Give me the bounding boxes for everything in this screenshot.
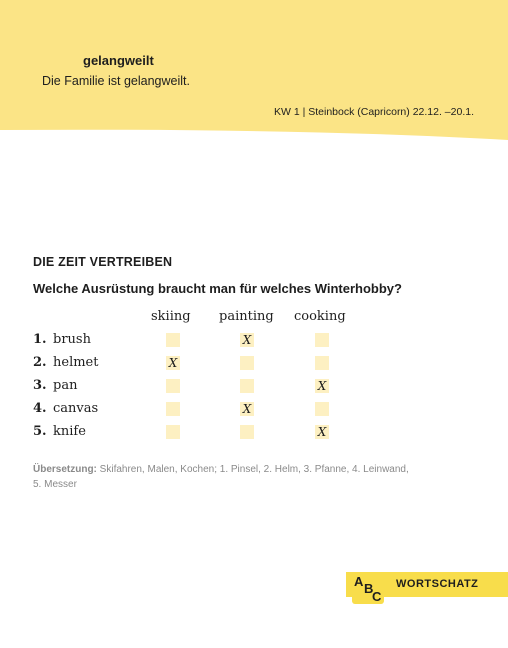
- vocabulary-word: gelangweilt: [83, 53, 154, 68]
- checkbox-painting[interactable]: [240, 356, 254, 370]
- checkbox-painting[interactable]: X: [240, 333, 254, 347]
- row-number: 1.: [33, 332, 47, 347]
- checkbox-painting[interactable]: X: [240, 402, 254, 416]
- week-info: KW 1 | Steinbock (Capricorn) 22.12. –20.…: [274, 106, 474, 118]
- checkbox-painting[interactable]: [240, 379, 254, 393]
- checkbox-skiing[interactable]: [166, 379, 180, 393]
- exercise-row: 5. knife X: [33, 424, 353, 444]
- checkbox-cooking[interactable]: [315, 356, 329, 370]
- svg-text:A: A: [354, 574, 364, 589]
- row-number: 2.: [33, 355, 47, 370]
- row-word: pan: [53, 378, 78, 393]
- exercise-question: Welche Ausrüstung braucht man für welche…: [33, 281, 402, 296]
- exercise-row: 3. pan X: [33, 378, 353, 398]
- checkbox-cooking[interactable]: X: [315, 425, 329, 439]
- row-number: 5.: [33, 424, 47, 439]
- svg-text:B: B: [364, 581, 373, 596]
- badge-label: WORTSCHATZ: [396, 578, 479, 590]
- checkbox-skiing[interactable]: [166, 402, 180, 416]
- exercise-row: 2. helmet X: [33, 355, 353, 375]
- column-header-cooking: cooking: [294, 309, 346, 324]
- checkbox-cooking[interactable]: X: [315, 379, 329, 393]
- row-word: brush: [53, 332, 91, 347]
- column-header-skiing: skiing: [151, 309, 191, 324]
- row-word: knife: [53, 424, 86, 439]
- checkbox-skiing[interactable]: X: [166, 356, 180, 370]
- checkbox-painting[interactable]: [240, 425, 254, 439]
- wortschatz-badge: A B C WORTSCHATZ: [346, 572, 508, 604]
- banner-shape: [0, 0, 508, 140]
- header-banner: [0, 0, 508, 150]
- checkbox-skiing[interactable]: [166, 333, 180, 347]
- example-sentence: Die Familie ist gelangweilt.: [42, 74, 190, 88]
- row-number: 4.: [33, 401, 47, 416]
- checkbox-cooking[interactable]: [315, 402, 329, 416]
- checkbox-cooking[interactable]: [315, 333, 329, 347]
- row-number: 3.: [33, 378, 47, 393]
- row-word: helmet: [53, 355, 99, 370]
- column-header-painting: painting: [219, 309, 274, 324]
- abc-logo-icon: A B C: [352, 572, 384, 604]
- section-heading: DIE ZEIT VERTREIBEN: [33, 255, 173, 269]
- translation-text: Skifahren, Malen, Kochen; 1. Pinsel, 2. …: [33, 464, 409, 490]
- checkbox-skiing[interactable]: [166, 425, 180, 439]
- translation-label: Übersetzung:: [33, 464, 97, 475]
- row-word: canvas: [53, 401, 99, 416]
- exercise-row: 4. canvas X: [33, 401, 353, 421]
- exercise-row: 1. brush X: [33, 332, 353, 352]
- translation-note: Übersetzung: Skifahren, Malen, Kochen; 1…: [33, 462, 413, 492]
- svg-text:C: C: [372, 589, 382, 604]
